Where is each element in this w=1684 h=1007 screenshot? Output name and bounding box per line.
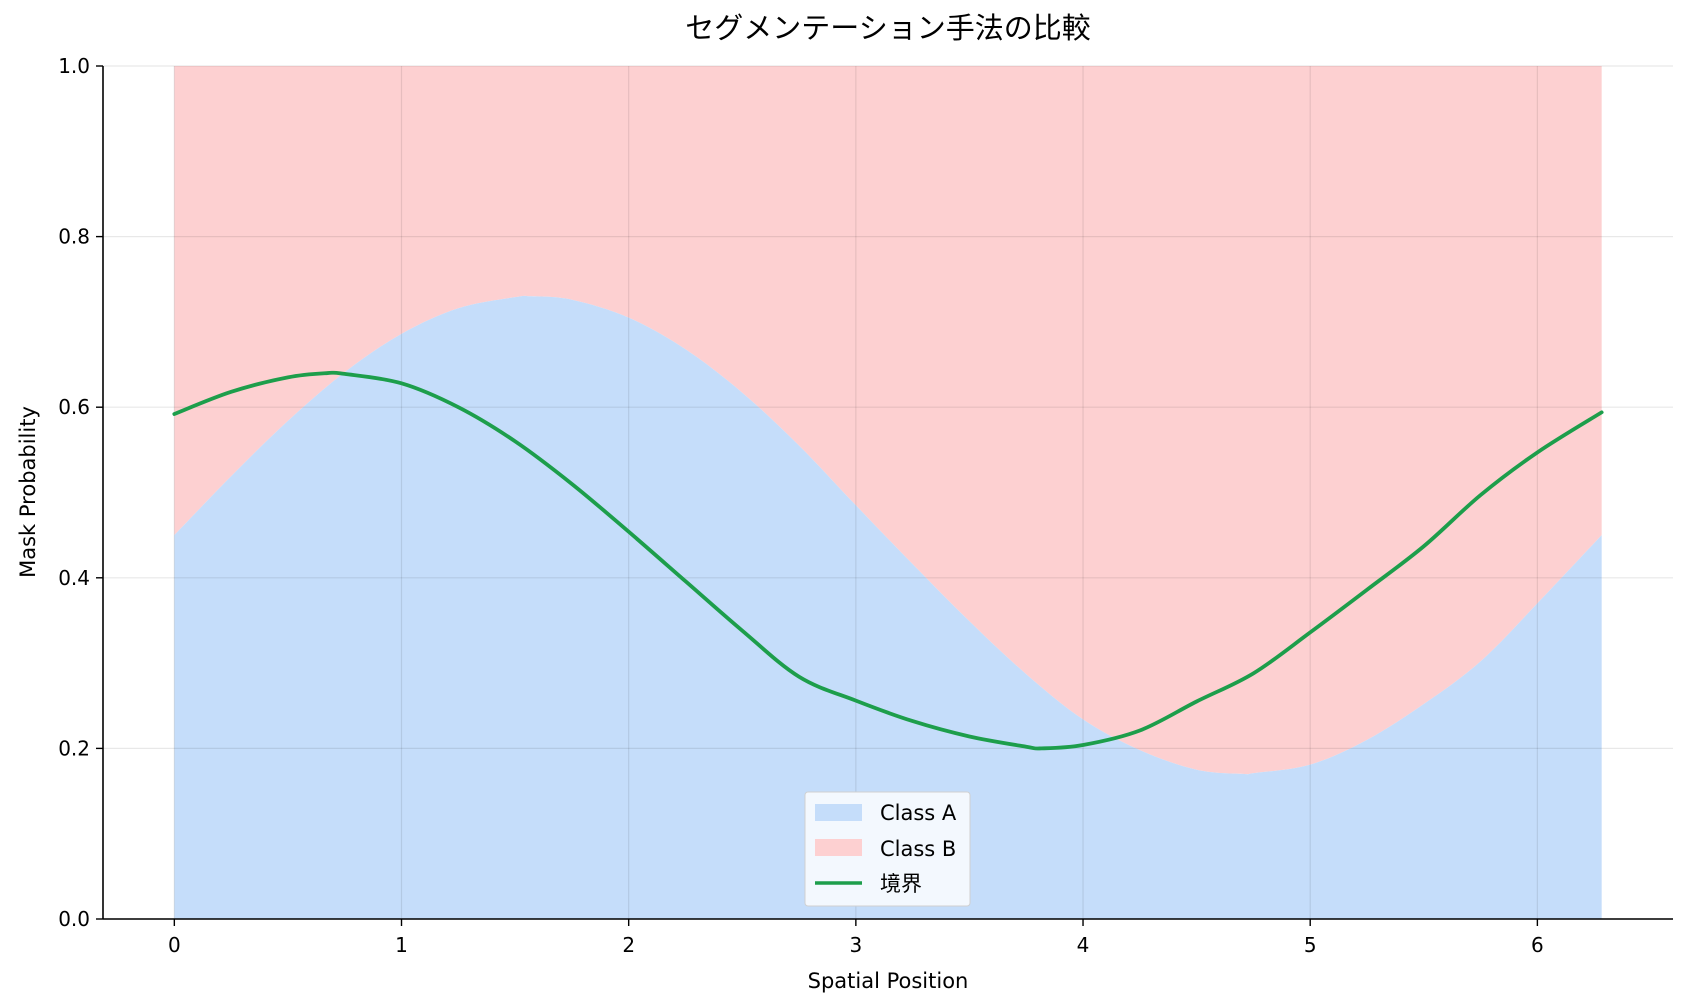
line-layer [172,370,1604,751]
x-tick-label: 6 [1531,933,1544,957]
x-tick-label: 3 [849,933,862,957]
areas-layer [174,66,1602,919]
y-tick-label: 0.6 [58,395,90,419]
y-tick-label: 0.8 [58,225,90,249]
y-axis-label: Mask Probability [16,406,40,578]
y-tick-label: 0.0 [58,907,90,931]
x-tick-label: 1 [395,933,408,957]
boundary-line [172,370,1604,751]
legend: Class A Class B 境界 [804,791,971,907]
legend-label-class-b: Class B [880,837,956,861]
x-axis-label: Spatial Position [808,969,969,993]
legend-swatch-class-a [815,804,862,821]
area-class-b [174,66,1602,775]
legend-swatch-class-b [815,839,862,856]
y-tick-label: 0.2 [58,736,90,760]
x-tick-label: 4 [1077,933,1090,957]
legend-label-class-a: Class A [880,801,957,825]
chart-title: セグメンテーション手法の比較 [685,11,1090,45]
x-tick-label: 2 [622,933,635,957]
x-tick-label: 0 [168,933,181,957]
y-tick-label: 1.0 [58,54,90,78]
y-tick-label: 0.4 [58,566,90,590]
axes-layer [102,66,1673,920]
x-tick-label: 5 [1304,933,1317,957]
ticks-layer: 0 1 2 3 4 5 6 0.0 0.2 0.4 0.6 0.8 1.0 [58,54,1544,957]
legend-label-boundary: 境界 [880,872,922,896]
